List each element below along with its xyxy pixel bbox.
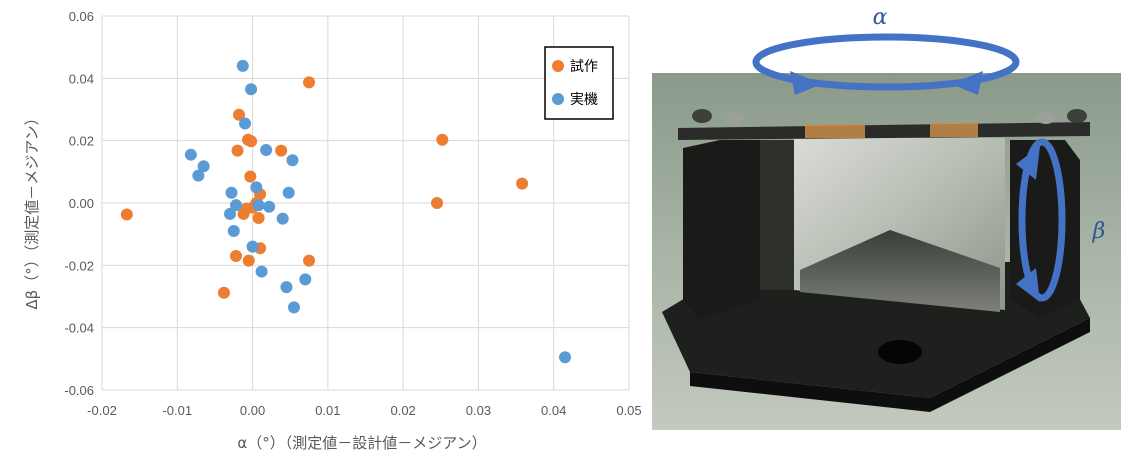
legend-marker [552, 60, 564, 72]
legend-marker [552, 93, 564, 105]
data-point-prototype [252, 211, 265, 224]
mirror-mount-photo: α β [652, 5, 1121, 430]
data-point-prototype [275, 144, 288, 157]
alpha-arrow-head-left [790, 71, 822, 95]
data-point-actual [227, 225, 240, 238]
data-point-actual [255, 265, 268, 278]
top-plate [678, 122, 1090, 140]
data-point-actual [236, 59, 249, 72]
x-tick-label: 0.01 [315, 403, 340, 418]
data-point-prototype [245, 135, 258, 148]
data-point-actual [282, 186, 295, 199]
data-point-prototype [230, 249, 243, 262]
y-tick-label: 0.06 [69, 9, 94, 24]
data-point-prototype [244, 170, 257, 183]
data-point-actual [287, 301, 300, 314]
legend-label: 試作 [570, 59, 598, 75]
y-axis-title: Δβ（°）（測定値－メジアン） [23, 110, 41, 309]
data-point-actual [225, 186, 238, 199]
x-tick-label: 0.02 [390, 403, 415, 418]
data-point-actual [276, 212, 289, 225]
y-tick-label: -0.04 [64, 321, 94, 336]
screw-right-1 [1037, 112, 1055, 124]
x-tick-label: -0.01 [162, 403, 192, 418]
beta-label: β [1092, 219, 1106, 244]
grid-lines [101, 15, 630, 391]
data-points [120, 59, 572, 364]
data-point-actual [184, 148, 197, 161]
data-point-actual [197, 160, 210, 173]
left-pillar [683, 140, 760, 320]
data-point-actual [239, 117, 252, 130]
alpha-rotation-arrow [752, 33, 1020, 91]
screw-left-2 [726, 112, 744, 124]
data-point-actual [286, 154, 299, 167]
tape-right [930, 123, 978, 137]
base-plate-edge [690, 318, 1090, 412]
data-point-actual [192, 169, 205, 182]
y-tick-label: 0.00 [69, 196, 94, 211]
prism [800, 230, 1000, 312]
data-point-prototype [231, 144, 244, 157]
alpha-label: α [873, 5, 888, 30]
beta-arrow-head-top [1016, 146, 1040, 180]
data-point-actual [260, 144, 273, 157]
data-point-prototype [516, 177, 529, 190]
x-tick-label: 0.03 [466, 403, 491, 418]
data-point-prototype [303, 76, 316, 89]
scatter-chart: -0.02 -0.01 0.00 0.01 0.02 0.03 0.04 0.05 -0.06 -… [23, 9, 642, 452]
data-point-actual [263, 200, 276, 213]
screw-right-2 [1067, 109, 1087, 123]
tick-labels: -0.02 -0.01 0.00 0.01 0.02 0.03 0.04 0.05 -0.06 -… [64, 9, 641, 418]
data-point-actual [223, 207, 236, 220]
data-point-prototype [120, 208, 133, 221]
data-point-prototype [217, 286, 230, 299]
x-tick-label: 0.00 [240, 403, 265, 418]
x-tick-label: -0.02 [87, 403, 117, 418]
x-axis-title: α（°）（測定値－設計値－メジアン） [237, 434, 486, 452]
data-point-actual [252, 199, 265, 212]
data-point-actual [280, 281, 293, 294]
tape-left [805, 124, 865, 138]
data-point-actual [559, 351, 572, 364]
x-tick-label: 0.04 [541, 403, 566, 418]
y-tick-label: -0.06 [64, 383, 94, 398]
base-hole [878, 340, 922, 364]
data-point-prototype [242, 254, 255, 267]
legend-box [544, 46, 614, 120]
legend-label: 実機 [570, 92, 598, 108]
data-point-prototype [436, 133, 449, 146]
data-point-actual [245, 83, 258, 96]
beta-arrow-head-bottom [1016, 268, 1040, 302]
alpha-arrow-head-right [951, 71, 983, 95]
data-point-actual [299, 273, 312, 286]
data-point-actual [230, 199, 243, 212]
y-tick-label: 0.02 [69, 134, 94, 149]
beta-rotation-arrow [1018, 138, 1066, 302]
data-point-prototype [303, 254, 316, 267]
data-point-actual [246, 240, 259, 253]
screw-left-1 [692, 109, 712, 123]
left-pillar-face [760, 140, 794, 290]
data-point-prototype [233, 108, 246, 121]
data-point-prototype [431, 197, 444, 209]
x-tick-label: 0.05 [616, 403, 641, 418]
y-tick-label: -0.02 [64, 258, 94, 273]
data-point-actual [250, 181, 263, 194]
y-tick-label: 0.04 [69, 71, 94, 86]
